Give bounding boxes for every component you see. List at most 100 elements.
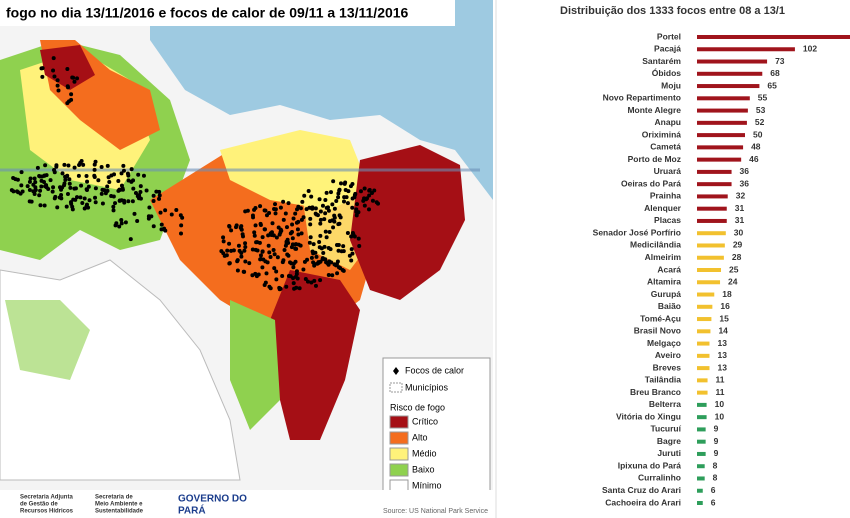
fire-dot [28, 176, 33, 181]
fire-dot [349, 258, 354, 263]
fire-dot [374, 200, 379, 205]
fire-dot [31, 182, 36, 187]
value-label: 68 [770, 68, 780, 78]
fire-dot [119, 221, 124, 226]
fire-dot [109, 193, 114, 198]
category-label: Baião [658, 301, 681, 311]
fire-dot [290, 222, 295, 227]
bar [697, 243, 725, 248]
fire-dot [138, 184, 143, 189]
fire-dot [291, 216, 296, 221]
fire-dot [290, 230, 295, 235]
value-label: 36 [740, 178, 750, 188]
fire-dot [320, 257, 325, 262]
fire-dot [318, 217, 323, 222]
fire-dot [32, 176, 37, 181]
fire-dot [353, 191, 358, 196]
value-label: 48 [751, 142, 761, 152]
category-label: Almeirim [645, 252, 682, 262]
fire-dot [247, 261, 252, 266]
legend-heading: Risco de fogo [390, 402, 445, 412]
fire-dot [221, 235, 226, 240]
fire-dot [123, 220, 128, 225]
fire-dot [252, 230, 257, 235]
fire-dot [281, 199, 286, 204]
bar [697, 378, 708, 383]
bar [697, 501, 703, 505]
fire-dot [284, 225, 289, 230]
fire-dot [92, 162, 97, 167]
fire-dot [79, 183, 84, 188]
bar [697, 255, 724, 260]
legend-swatch [389, 447, 409, 461]
category-label: Breu Branco [630, 387, 681, 397]
fire-dot [309, 280, 314, 285]
fire-dot [119, 218, 124, 223]
fire-dot [258, 257, 263, 262]
fire-dot [255, 248, 260, 253]
fire-dot [67, 181, 72, 186]
fire-dot [114, 221, 119, 226]
fire-dot [16, 190, 21, 195]
fire-dot [280, 274, 285, 279]
fire-dot [257, 240, 262, 245]
fire-dot [332, 206, 337, 211]
fire-dot [354, 207, 359, 212]
bar [697, 488, 703, 493]
fire-dot [96, 178, 101, 183]
fire-dot [345, 201, 350, 206]
fire-dot [337, 221, 342, 226]
fire-dot [62, 162, 67, 167]
fire-dot [133, 190, 138, 195]
fire-dot [308, 222, 313, 227]
fire-dot [268, 286, 273, 291]
value-label: 55 [758, 93, 768, 103]
fire-dot [241, 234, 246, 239]
fire-dot [131, 178, 136, 183]
fire-dot [258, 221, 263, 226]
fire-dot [243, 245, 248, 250]
fire-dot [55, 83, 60, 88]
bar [697, 366, 710, 371]
fire-dot [327, 219, 332, 224]
fire-dot [329, 260, 334, 265]
fire-dot [263, 259, 268, 264]
zone-critical [350, 145, 465, 300]
fire-dot [225, 248, 230, 253]
fire-dot [277, 232, 282, 237]
fire-dot [309, 194, 314, 199]
legend-swatch [389, 382, 403, 393]
category-label: Moju [661, 80, 681, 90]
fire-dot [66, 85, 71, 90]
fire-dot [66, 163, 71, 168]
fire-dot [154, 189, 159, 194]
fire-dot [35, 165, 40, 170]
bar [697, 84, 760, 89]
bar [697, 341, 710, 346]
fire-dot [119, 171, 124, 176]
fire-dot [76, 173, 81, 178]
fire-dot [334, 243, 339, 248]
value-label: 29 [733, 240, 743, 250]
fire-dot [341, 268, 346, 273]
value-label: 9 [714, 448, 719, 458]
fire-dot [80, 201, 85, 206]
fire-dot [253, 223, 258, 228]
fire-dot [84, 174, 89, 179]
category-label: Acará [657, 264, 681, 274]
fire-dot [136, 172, 141, 177]
fire-dot [25, 184, 30, 189]
fire-dot [291, 281, 296, 286]
fire-dot [274, 269, 279, 274]
value-label: 65 [767, 80, 777, 90]
value-label: 16 [720, 301, 730, 311]
fire-dot [20, 189, 25, 194]
fire-dot [51, 185, 56, 190]
logo-text: de Gestão de [20, 502, 58, 508]
bar [697, 120, 747, 125]
fire-dot [275, 255, 280, 260]
fire-dot [324, 235, 329, 240]
fire-dot [320, 203, 325, 208]
fire-dot [326, 273, 331, 278]
